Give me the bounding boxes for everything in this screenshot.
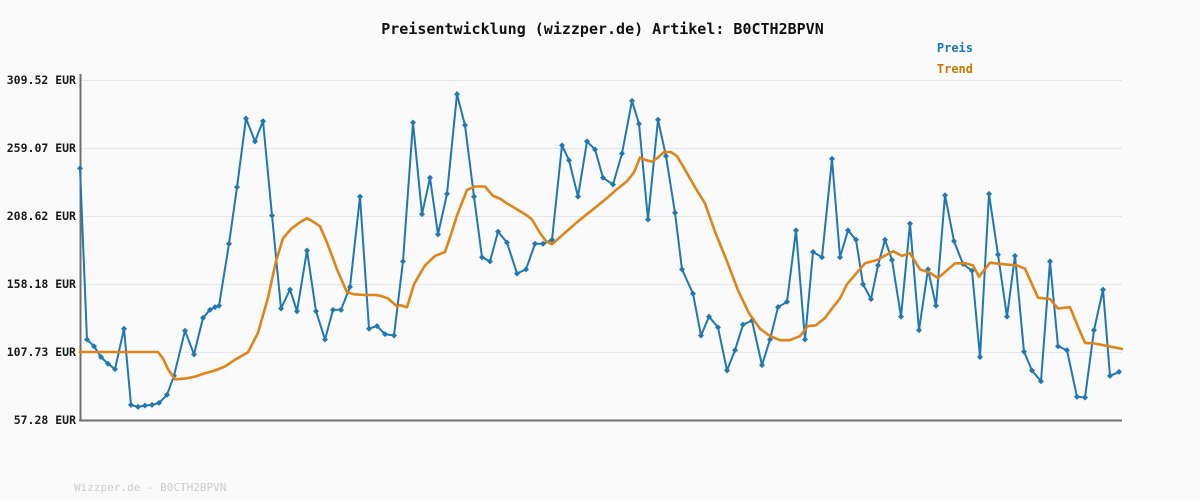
legend-item-trend: Trend [936, 62, 973, 76]
watermark-text: Wizzper.de - B0CTH2BPVN [74, 481, 227, 494]
legend-item-preis: Preis [936, 41, 973, 55]
chart-legend: Preis Trend [937, 38, 973, 80]
preis-line [79, 93, 1120, 408]
y-tick-label-3: 158.18 EUR [7, 277, 76, 291]
y-tick-label-0: 309.52 EUR [7, 73, 76, 87]
y-tick-label-1: 259.07 EUR [7, 141, 76, 155]
y-tick-label-2: 208.62 EUR [7, 209, 76, 223]
chart-title: Preisentwicklung (wizzper.de) Artikel: B… [381, 20, 824, 38]
y-tick-label-5: 57.28 EUR [14, 413, 76, 427]
y-tick-label-4: 107.73 EUR [7, 345, 76, 359]
trend-line [78, 150, 1124, 381]
